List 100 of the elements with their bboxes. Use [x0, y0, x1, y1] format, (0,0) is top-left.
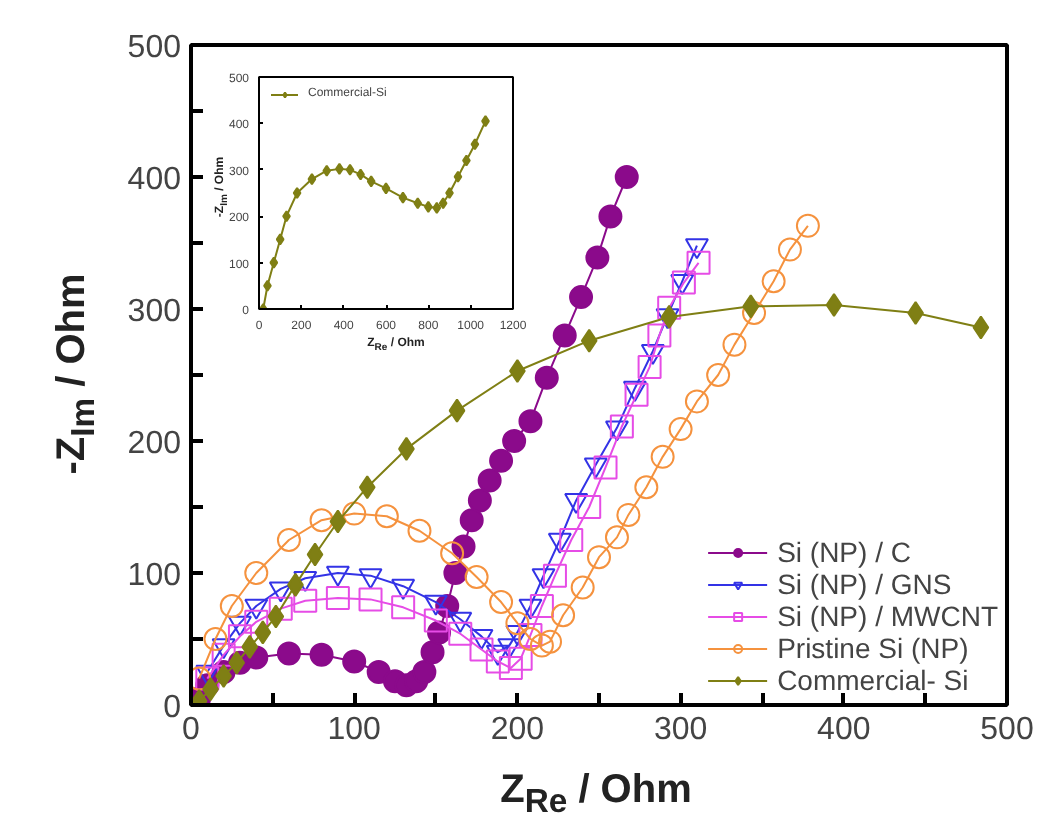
point	[267, 604, 285, 629]
point	[577, 495, 602, 519]
point	[660, 304, 678, 329]
point	[241, 634, 259, 659]
point	[345, 163, 355, 176]
legend-label: Si (NP) / C	[777, 536, 911, 568]
point	[459, 508, 484, 533]
point	[325, 565, 350, 587]
point	[706, 363, 731, 387]
point	[485, 649, 510, 674]
point	[309, 642, 334, 667]
point	[742, 294, 760, 319]
x-axis-title: Z$_{Re}$ / Ohm	[500, 766, 692, 824]
point	[647, 323, 672, 348]
point	[569, 285, 594, 310]
point	[325, 586, 350, 611]
point	[219, 594, 244, 618]
point	[559, 528, 584, 552]
point	[276, 528, 301, 552]
point	[542, 563, 567, 588]
y-tick-label: 0	[163, 691, 182, 725]
point	[268, 581, 293, 603]
point	[440, 541, 465, 566]
point	[650, 444, 675, 469]
point	[593, 455, 618, 480]
point	[293, 588, 318, 613]
point	[322, 164, 332, 177]
point	[423, 608, 448, 633]
point	[580, 328, 598, 353]
point	[551, 603, 576, 628]
point	[825, 293, 843, 318]
point	[761, 269, 786, 294]
point	[531, 568, 556, 590]
point	[391, 595, 416, 620]
point	[432, 201, 442, 214]
point	[342, 501, 367, 526]
point	[497, 638, 522, 660]
point	[640, 343, 665, 365]
point	[552, 323, 577, 348]
point	[604, 525, 629, 550]
point	[598, 204, 623, 229]
point	[477, 468, 502, 493]
point	[412, 660, 437, 684]
x-tick-label: 300	[653, 713, 708, 747]
point	[609, 414, 634, 439]
point	[538, 629, 563, 654]
point	[203, 627, 228, 651]
point	[423, 594, 448, 616]
point	[634, 475, 659, 500]
point	[358, 475, 376, 500]
point	[604, 420, 629, 442]
point	[529, 594, 554, 618]
point	[306, 542, 324, 567]
point	[684, 389, 709, 414]
point	[293, 570, 318, 592]
point	[502, 429, 527, 453]
point	[622, 380, 647, 402]
point	[777, 237, 802, 262]
point	[358, 568, 383, 590]
point	[445, 187, 454, 199]
point	[227, 624, 252, 649]
point	[742, 300, 767, 325]
point	[292, 187, 302, 199]
x-tick-label: 200	[490, 713, 545, 747]
y-tick-label: 500	[127, 31, 182, 65]
x-tick-label: 100	[327, 713, 382, 747]
point	[276, 641, 301, 666]
x-tick-label: 400	[817, 713, 871, 747]
point	[583, 457, 608, 479]
point	[518, 598, 543, 620]
point	[467, 488, 492, 513]
point	[534, 365, 559, 390]
point	[614, 165, 639, 189]
point	[616, 502, 641, 527]
y-tick-label: 200	[127, 427, 182, 461]
legend-label: Commercial- Si	[777, 664, 969, 696]
point	[211, 642, 236, 667]
point	[275, 233, 285, 246]
point	[489, 448, 514, 473]
point	[309, 508, 334, 533]
point	[637, 355, 662, 380]
point	[227, 615, 252, 637]
point	[489, 590, 514, 615]
point	[398, 191, 408, 204]
point	[464, 564, 489, 589]
point	[686, 250, 711, 275]
legend-label: Pristine Si (NP)	[777, 632, 969, 664]
point	[508, 646, 533, 671]
point	[228, 650, 246, 675]
point	[668, 417, 693, 442]
point	[529, 633, 554, 658]
point	[407, 518, 432, 543]
x-tick-label: 500	[980, 713, 1034, 747]
point	[438, 197, 448, 210]
point	[268, 596, 293, 621]
point	[587, 545, 611, 570]
point	[443, 561, 468, 585]
point	[570, 575, 595, 600]
point	[366, 175, 376, 188]
point	[244, 598, 269, 620]
